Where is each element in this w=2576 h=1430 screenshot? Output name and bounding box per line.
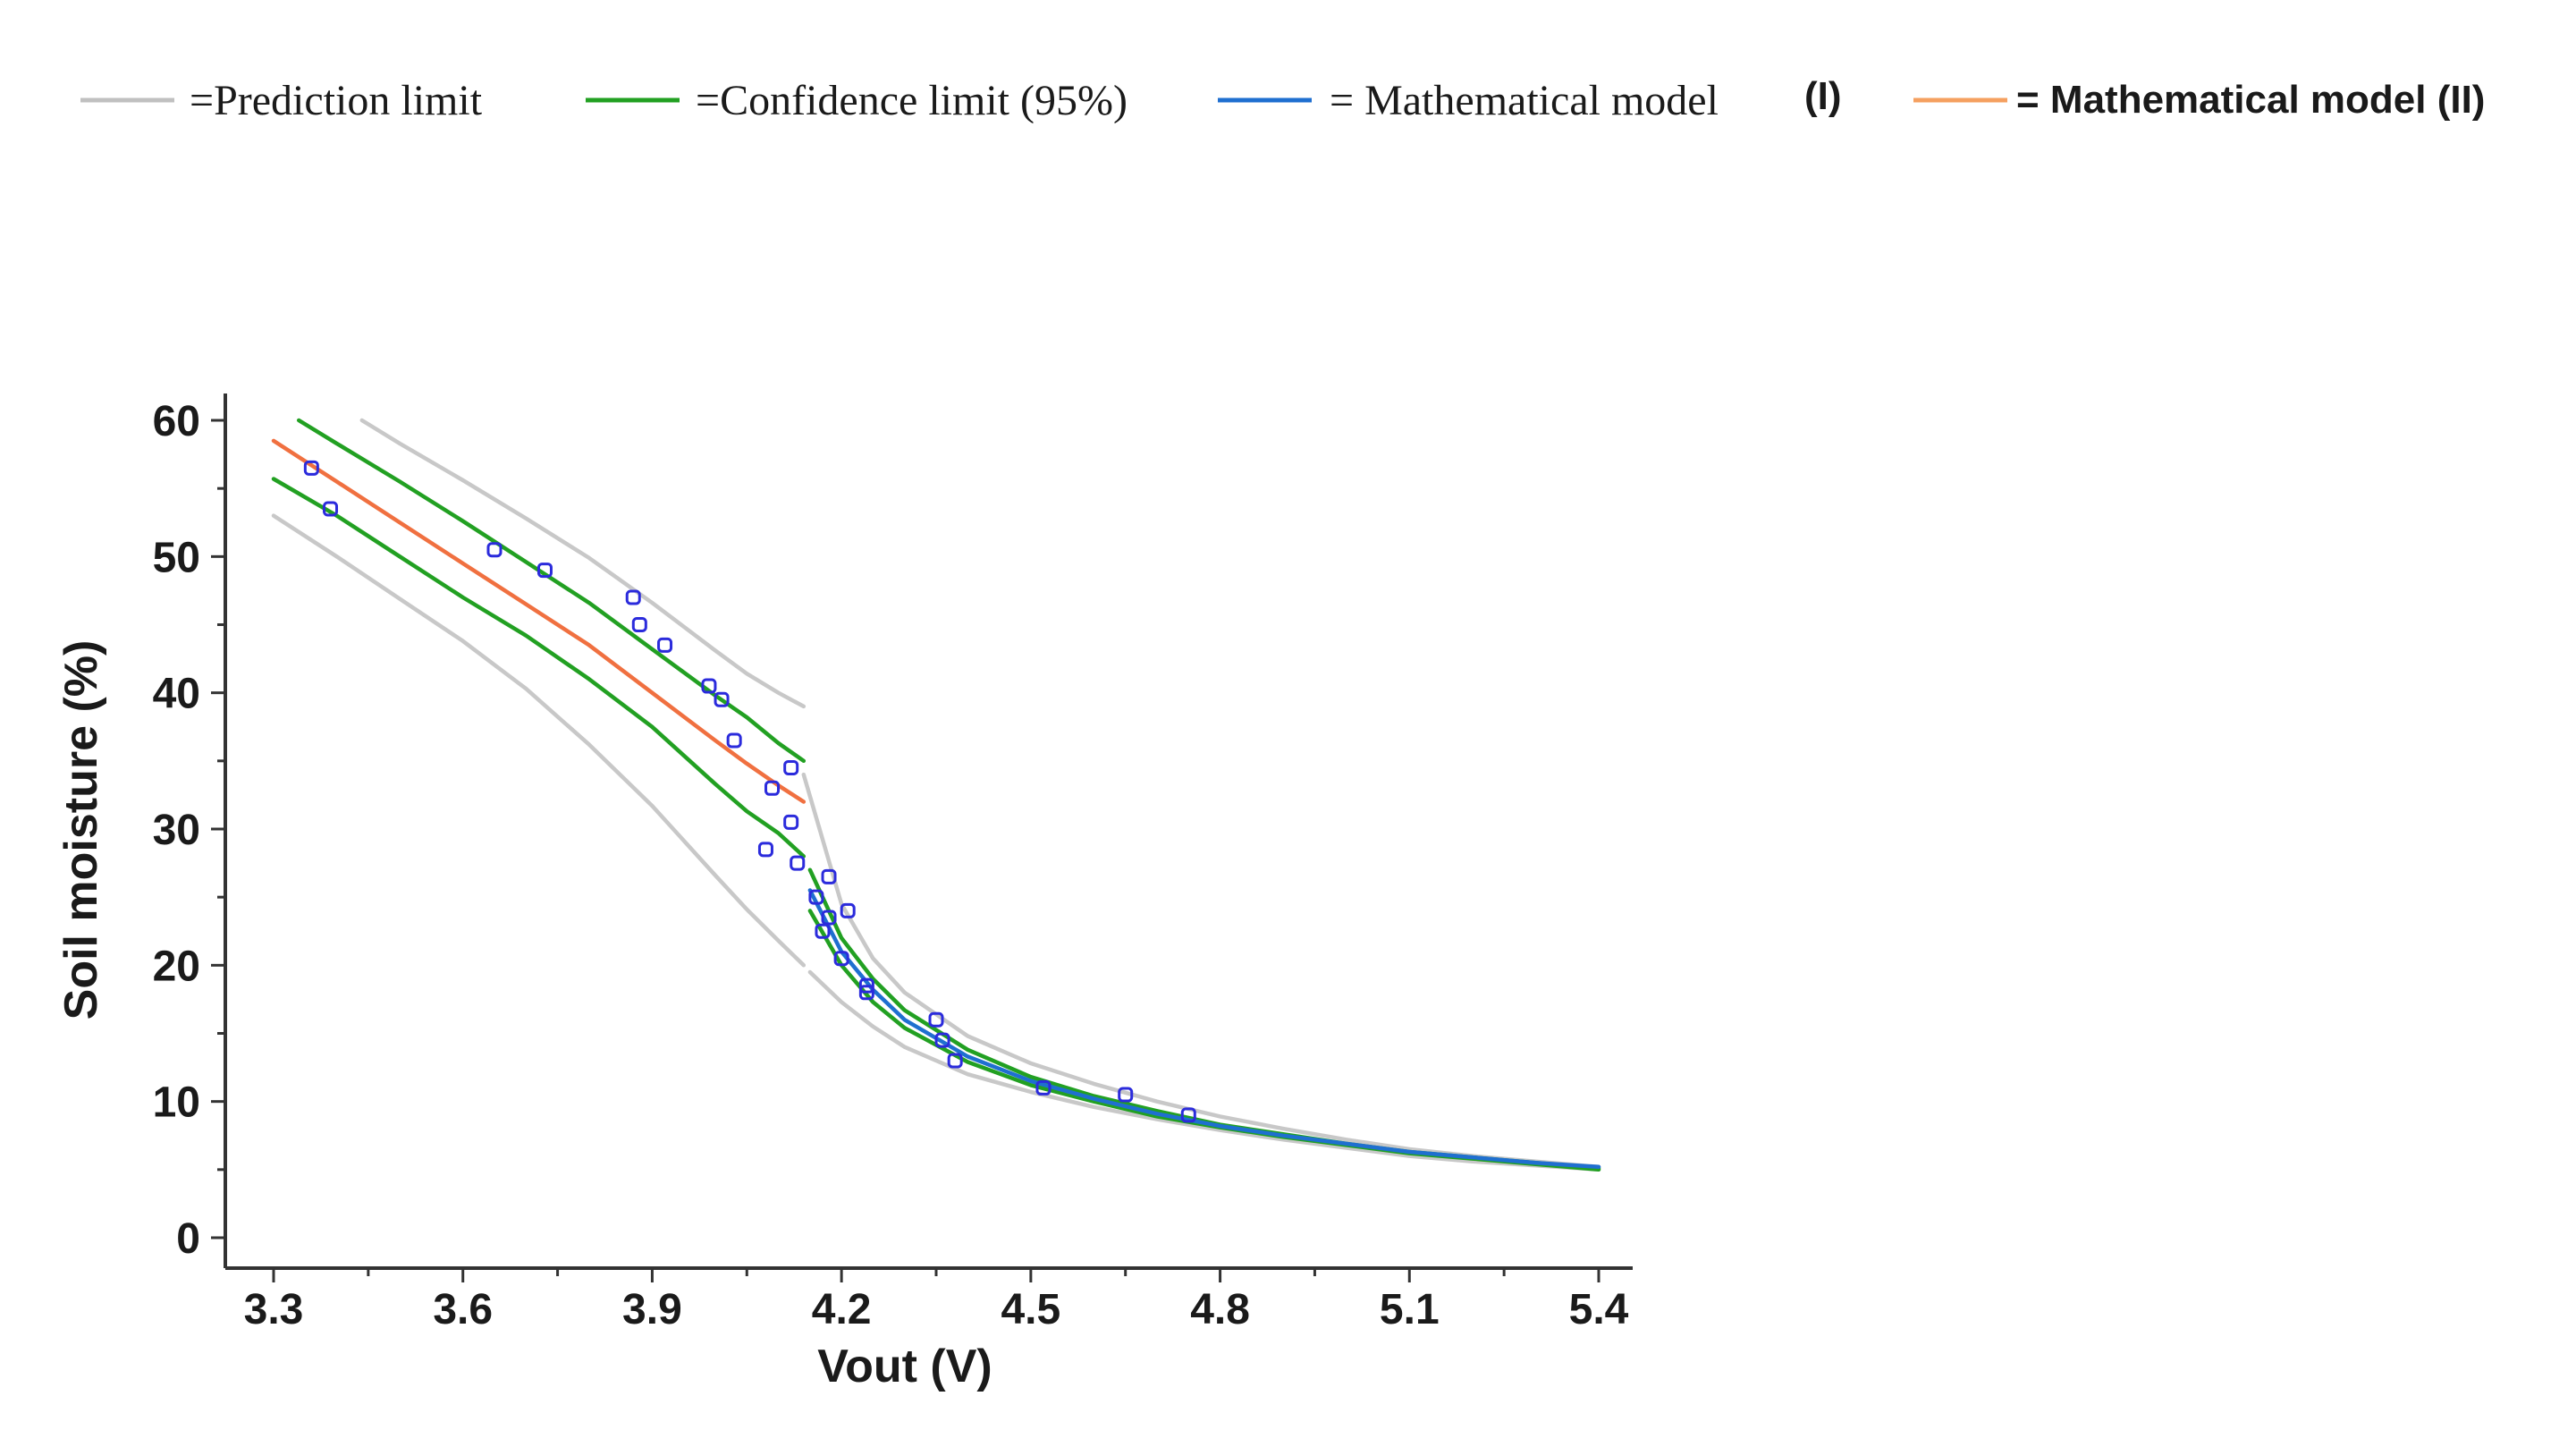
x-tick-label: 4.5: [1001, 1286, 1060, 1333]
x-tick-label: 5.1: [1380, 1286, 1440, 1333]
plot-area: [271, 418, 1601, 1172]
data-point: [858, 985, 874, 1001]
data-point: [536, 563, 553, 579]
data-point: [1035, 1079, 1052, 1096]
y-tick-label: 20: [153, 943, 200, 990]
x-tick-label: 5.4: [1569, 1286, 1629, 1333]
data-point: [783, 814, 799, 830]
data-point: [934, 1032, 950, 1048]
x-axis-title: Vout (V): [817, 1341, 992, 1392]
legend-label-confidence: =Confidence limit (95%): [696, 77, 1128, 124]
data-points: [303, 460, 1196, 1123]
data-point: [815, 923, 831, 939]
series-line-confidence-lower-ii: [271, 477, 807, 859]
data-point: [701, 678, 717, 694]
x-tick-label: 4.2: [812, 1286, 872, 1333]
y-tick-label: 40: [153, 671, 200, 718]
data-point: [808, 889, 824, 905]
series-line-mathematical-model-i: [807, 888, 1601, 1170]
data-point: [764, 780, 781, 796]
series-line-prediction-lower-ii: [271, 513, 807, 968]
series-line-prediction-lower-i: [807, 969, 1601, 1172]
data-point: [783, 759, 799, 775]
axes: [224, 393, 1633, 1270]
data-point: [657, 637, 673, 653]
series-line-prediction-upper-ii: [359, 418, 807, 709]
legend-label-model2: = Mathematical model (II): [2016, 78, 2485, 122]
x-tick-label: 3.6: [433, 1286, 493, 1333]
y-tick-label: 50: [153, 534, 200, 581]
data-point: [631, 617, 647, 632]
y-tick-label: 10: [153, 1079, 200, 1127]
data-point: [790, 855, 806, 871]
data-point: [323, 501, 339, 517]
data-point: [833, 951, 849, 967]
legend-label-prediction: =Prediction limit: [190, 77, 483, 124]
data-point: [625, 589, 641, 605]
data-point: [303, 460, 319, 476]
data-point: [947, 1053, 963, 1069]
data-point: [1118, 1087, 1134, 1103]
y-tick-label: 30: [153, 807, 200, 854]
legend-label-model1-suffix: (I): [1804, 74, 1842, 118]
ticks: 3.3 3.6 3.9 4.2 4.5 4.8 5.1 5.4 0 10 20 30 40 50 60: [153, 398, 1629, 1333]
x-tick-label: 4.8: [1190, 1286, 1250, 1333]
x-tick-label: 3.3: [244, 1286, 304, 1333]
y-tick-label: 60: [153, 398, 200, 445]
data-point: [821, 910, 837, 926]
data-point: [486, 542, 503, 558]
legend-label-model1: = Mathematical model: [1330, 77, 1719, 124]
data-point: [757, 842, 773, 858]
y-tick-label: 0: [176, 1215, 200, 1263]
legend: =Prediction limit =Confidence limit (95%…: [80, 74, 2485, 124]
data-point: [840, 902, 856, 918]
series-line-confidence-upper-ii: [296, 418, 807, 764]
data-point: [821, 868, 837, 884]
data-point: [1180, 1107, 1196, 1123]
y-axis-title: Soil moisture (%): [55, 640, 107, 1020]
data-point: [726, 732, 742, 749]
data-point: [858, 977, 874, 994]
data-point: [928, 1011, 944, 1028]
data-point: [714, 691, 730, 707]
series-line-mathematical-model-ii: [271, 438, 807, 804]
x-tick-label: 3.9: [622, 1286, 682, 1333]
